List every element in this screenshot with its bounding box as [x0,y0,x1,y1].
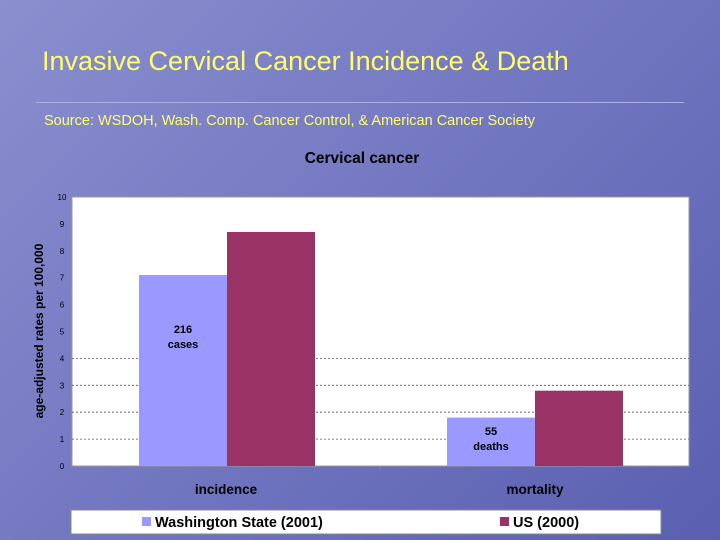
bar-annotation: deaths [473,441,508,453]
y-tick-label: 10 [58,193,67,202]
y-tick-label: 5 [60,328,65,337]
y-tick-label: 7 [60,274,65,283]
y-tick-label: 9 [60,220,65,229]
y-tick-label: 2 [60,408,65,417]
source-text: Source: WSDOH, Wash. Comp. Cancer Contro… [44,113,536,129]
y-tick-label: 0 [60,462,65,471]
bar-mortality-us [535,390,623,466]
y-tick-label: 3 [60,381,65,390]
y-tick-label: 4 [60,354,65,363]
bar-annotation: 55 [485,426,497,438]
legend-label: Washington State (2001) [155,515,323,531]
legend-box [70,509,662,535]
title-divider [36,102,684,103]
slide-title: Invasive Cervical Cancer Incidence & Dea… [42,46,569,76]
bar-annotation: cases [168,339,199,351]
y-tick-label: 6 [60,301,65,310]
category-label: incidence [195,482,258,497]
bar-incidence-washington [139,275,227,466]
legend-swatch-washington [142,517,151,526]
bar-annotation: 216 [174,324,192,336]
category-label: mortality [506,482,564,497]
y-axis-label: age-adjusted rates per 100,000 [32,243,46,418]
legend-label: US (2000) [513,515,579,531]
legend-swatch-us [500,517,509,526]
y-tick-label: 8 [60,247,65,256]
bar-mortality-washington [447,417,535,466]
chart-title: Cervical cancer [305,150,420,167]
y-tick-label: 1 [60,435,65,444]
bar-incidence-us [227,231,315,466]
